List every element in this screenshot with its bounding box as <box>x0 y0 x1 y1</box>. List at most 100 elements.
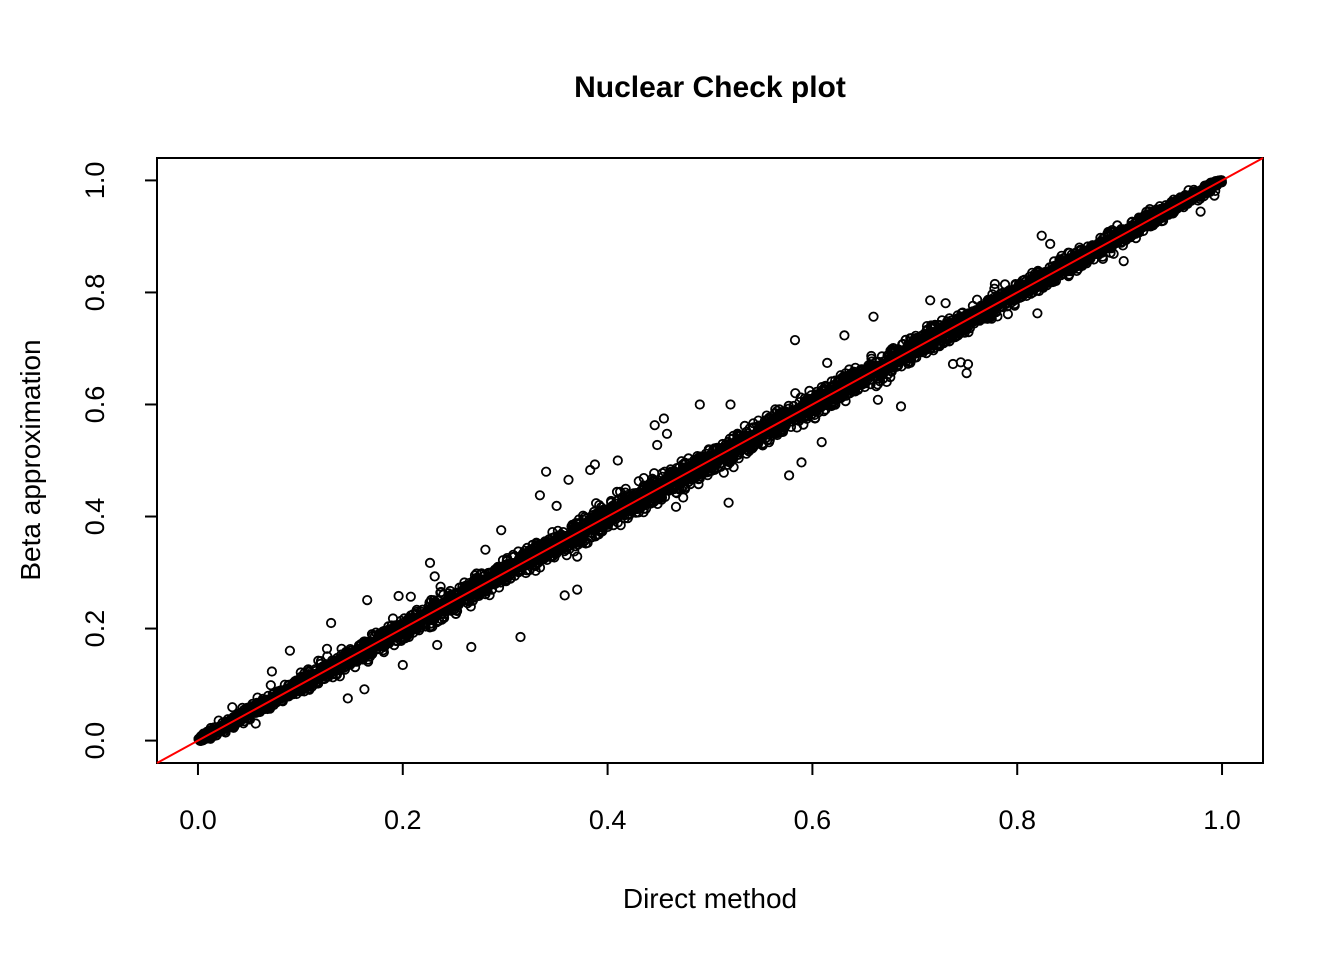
data-point <box>572 551 583 562</box>
data-point <box>690 457 701 469</box>
data-point <box>680 458 691 470</box>
data-point <box>608 519 619 531</box>
data-point <box>905 357 916 368</box>
x-tick-label: 0.4 <box>589 805 627 835</box>
data-point <box>496 525 507 536</box>
data-point <box>634 499 646 510</box>
data-point <box>740 435 752 446</box>
data-point <box>990 306 1002 318</box>
data-point <box>1070 255 1081 266</box>
data-point <box>521 565 532 576</box>
data-point <box>380 625 391 637</box>
data-point <box>877 373 889 384</box>
x-tick-label: 0.2 <box>384 805 422 835</box>
data-point <box>515 631 526 643</box>
data-point <box>501 552 513 564</box>
data-point <box>652 439 663 451</box>
data-point <box>561 550 572 561</box>
data-point <box>411 606 423 617</box>
data-point <box>267 695 278 707</box>
data-point <box>670 501 682 512</box>
data-point <box>852 384 864 395</box>
data-point <box>699 466 710 477</box>
data-point <box>540 466 552 477</box>
data-point <box>332 652 343 664</box>
data-point <box>946 329 957 340</box>
y-tick-label: 1.0 <box>80 162 110 200</box>
data-point <box>1001 298 1012 309</box>
data-point <box>301 675 312 687</box>
data-point <box>594 508 605 519</box>
data-point <box>796 457 807 468</box>
data-point <box>1078 251 1089 262</box>
data-point <box>193 734 204 745</box>
data-point <box>585 464 596 476</box>
data-point <box>885 345 896 356</box>
data-point <box>922 337 933 348</box>
data-point <box>872 379 883 390</box>
data-point <box>1002 308 1014 320</box>
data-point <box>756 438 768 450</box>
data-point <box>835 393 846 404</box>
y-tick-label: 0.0 <box>80 722 110 760</box>
data-point <box>322 651 333 662</box>
data-point <box>964 323 976 334</box>
data-point <box>1050 275 1062 287</box>
data-point <box>982 296 993 307</box>
data-point <box>1154 201 1165 212</box>
data-point <box>783 470 795 481</box>
data-point <box>397 659 408 671</box>
data-point <box>657 468 668 479</box>
data-point <box>703 444 714 455</box>
chart-title: Nuclear Check plot <box>574 71 846 104</box>
data-point <box>283 686 294 697</box>
data-point <box>1112 220 1123 231</box>
data-point <box>426 608 437 619</box>
data-point <box>568 535 579 547</box>
data-point <box>445 605 457 616</box>
data-point <box>1195 206 1206 217</box>
data-point <box>465 601 476 612</box>
data-point <box>367 630 379 641</box>
data-point <box>424 557 436 569</box>
data-point <box>900 334 911 345</box>
data-point <box>810 412 821 423</box>
data-point <box>600 506 611 518</box>
data-point <box>725 399 736 410</box>
data-point <box>227 702 238 713</box>
data-point <box>545 541 557 553</box>
data-point <box>962 359 974 370</box>
data-point <box>865 379 876 390</box>
y-axis: 0.00.20.40.60.81.0 <box>80 162 156 760</box>
data-point <box>1103 226 1114 238</box>
data-point <box>590 508 602 520</box>
data-point <box>432 639 443 651</box>
data-point <box>733 429 744 440</box>
data-point <box>854 366 866 377</box>
x-tick-label: 1.0 <box>1203 805 1241 835</box>
data-point <box>724 433 736 444</box>
data-point <box>895 401 907 412</box>
data-point <box>558 534 569 546</box>
data-point <box>619 509 630 521</box>
data-point <box>466 641 477 653</box>
data-point <box>483 567 494 579</box>
data-point <box>940 298 951 309</box>
x-tick-label: 0.8 <box>998 805 1036 835</box>
data-point <box>429 571 440 582</box>
data-point <box>733 440 744 451</box>
data-point <box>1216 175 1227 186</box>
x-tick-label: 0.6 <box>794 805 832 835</box>
data-point <box>614 486 626 497</box>
data-point <box>822 357 833 368</box>
data-point <box>339 664 350 675</box>
data-point <box>1088 244 1100 255</box>
data-point <box>399 616 410 628</box>
data-point <box>989 278 1001 290</box>
data-point <box>968 311 979 322</box>
data-point <box>296 685 307 697</box>
data-point <box>764 434 775 445</box>
data-point <box>438 589 449 600</box>
